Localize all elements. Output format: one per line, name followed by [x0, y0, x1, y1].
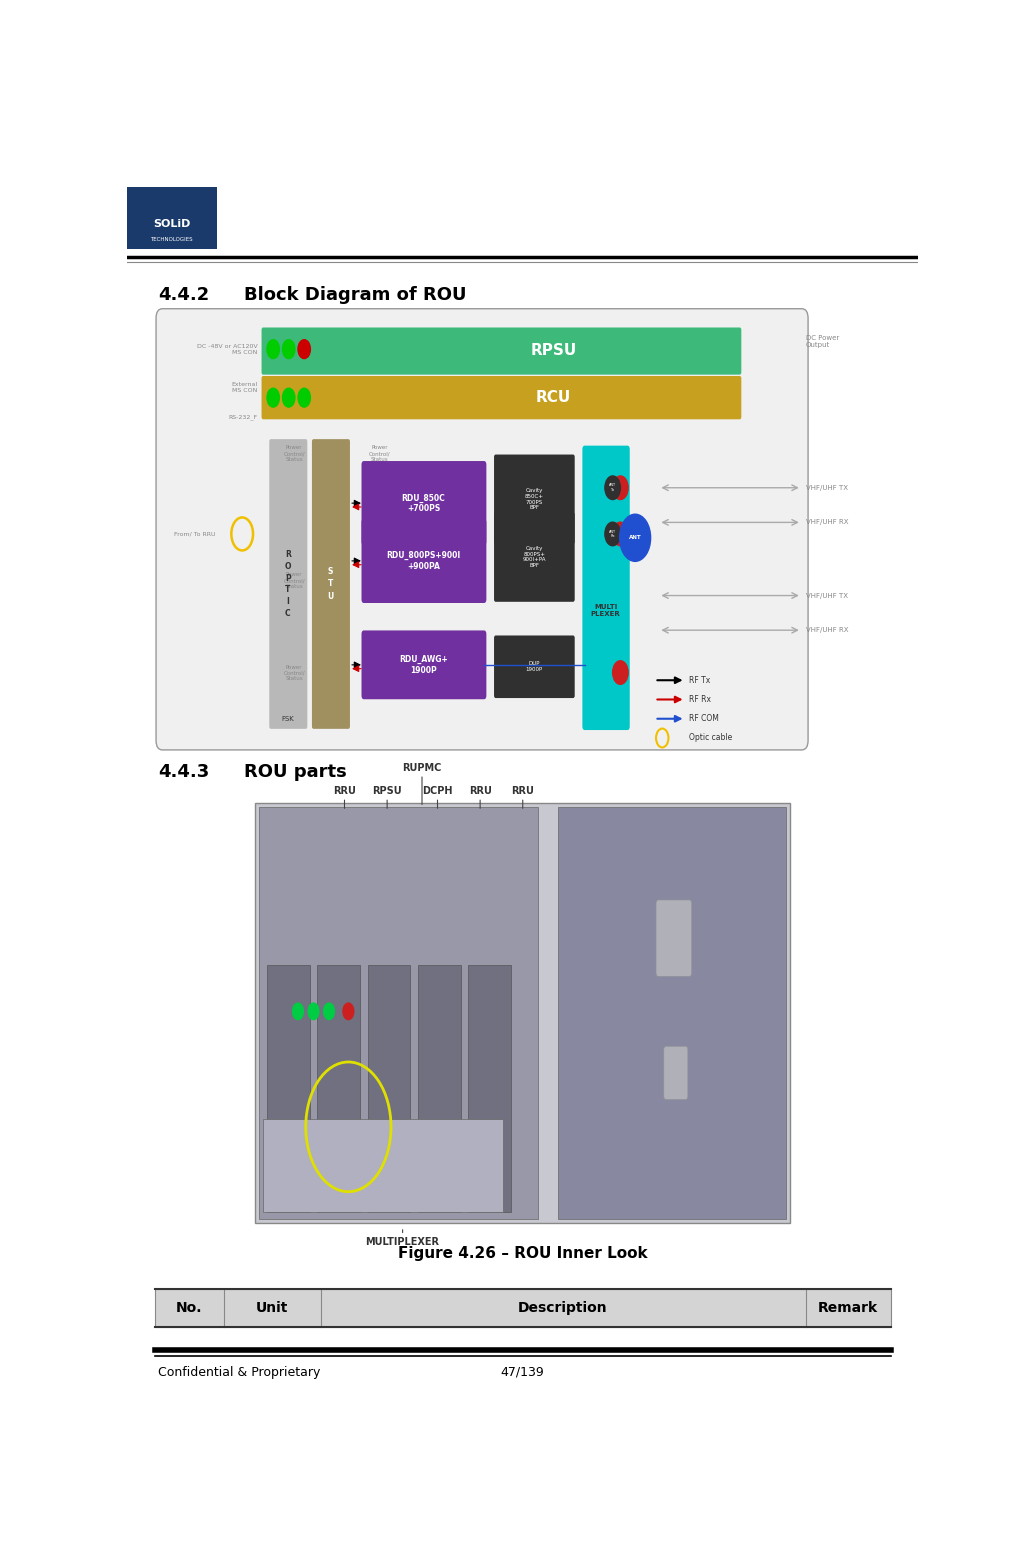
- Circle shape: [323, 1003, 334, 1020]
- FancyBboxPatch shape: [317, 965, 360, 1212]
- Text: DCPH: DCPH: [422, 786, 452, 795]
- Text: ANT
Rx: ANT Rx: [608, 530, 615, 539]
- Circle shape: [308, 1003, 319, 1020]
- FancyBboxPatch shape: [312, 439, 350, 729]
- Text: VHF/UHF RX: VHF/UHF RX: [805, 520, 847, 525]
- Text: Power
Control/
Status: Power Control/ Status: [283, 445, 305, 462]
- Text: RCU: RCU: [536, 390, 571, 405]
- Circle shape: [282, 339, 294, 359]
- Text: SOLiD: SOLiD: [153, 219, 191, 228]
- Circle shape: [282, 389, 294, 408]
- FancyBboxPatch shape: [155, 1289, 890, 1328]
- Text: Unit: Unit: [256, 1301, 288, 1315]
- Circle shape: [267, 389, 279, 408]
- FancyBboxPatch shape: [261, 328, 741, 375]
- Text: ANT
Tx: ANT Tx: [608, 484, 615, 492]
- Text: Power
Control/
Status: Power Control/ Status: [368, 445, 390, 462]
- Text: R
O
P
T
I
C: R O P T I C: [284, 550, 290, 619]
- Text: Cavity
800PS+
900I+PA
BPF: Cavity 800PS+ 900I+PA BPF: [522, 545, 545, 569]
- Text: S
T
U: S T U: [327, 567, 333, 601]
- Circle shape: [612, 522, 628, 545]
- FancyBboxPatch shape: [269, 439, 307, 729]
- Text: DC -48V or AC120V
MS CON: DC -48V or AC120V MS CON: [197, 344, 258, 355]
- Text: Power
Control/
Status: Power Control/ Status: [283, 572, 305, 589]
- Text: ROU parts: ROU parts: [244, 764, 346, 781]
- FancyBboxPatch shape: [493, 636, 574, 698]
- Text: VHF/UHF RX: VHF/UHF RX: [805, 628, 847, 633]
- FancyBboxPatch shape: [255, 803, 790, 1223]
- FancyBboxPatch shape: [663, 1047, 687, 1100]
- Text: RDU_850C
+700PS: RDU_850C +700PS: [401, 494, 445, 512]
- Text: VHF/UHF TX: VHF/UHF TX: [805, 484, 847, 490]
- Text: Figure 4.26 – ROU Inner Look: Figure 4.26 – ROU Inner Look: [397, 1246, 647, 1261]
- FancyBboxPatch shape: [361, 519, 486, 603]
- FancyBboxPatch shape: [418, 965, 461, 1212]
- FancyBboxPatch shape: [259, 808, 538, 1220]
- Text: Power
Control/
Status: Power Control/ Status: [283, 665, 305, 681]
- Circle shape: [619, 514, 650, 561]
- Text: Cavity
850C+
700PS
BPF: Cavity 850C+ 700PS BPF: [525, 487, 543, 511]
- FancyBboxPatch shape: [261, 376, 741, 419]
- Circle shape: [298, 389, 310, 408]
- FancyBboxPatch shape: [557, 808, 786, 1220]
- Text: RPSU: RPSU: [372, 786, 401, 795]
- Circle shape: [267, 339, 279, 359]
- Text: RF Tx: RF Tx: [689, 676, 710, 684]
- FancyBboxPatch shape: [263, 1118, 503, 1212]
- Circle shape: [604, 522, 620, 545]
- Text: FSK: FSK: [281, 715, 294, 722]
- Text: RRU: RRU: [511, 786, 534, 795]
- FancyBboxPatch shape: [361, 461, 486, 545]
- Text: RF COM: RF COM: [689, 714, 718, 723]
- Text: DUP
1900P: DUP 1900P: [525, 661, 542, 672]
- Circle shape: [604, 476, 620, 500]
- Text: MULTI
PLEXER: MULTI PLEXER: [590, 604, 620, 617]
- Text: RRU: RRU: [468, 786, 491, 795]
- Text: Description: Description: [518, 1301, 607, 1315]
- Circle shape: [292, 1003, 303, 1020]
- Text: VHF/UHF TX: VHF/UHF TX: [805, 592, 847, 598]
- FancyBboxPatch shape: [493, 455, 574, 544]
- Circle shape: [612, 661, 628, 684]
- FancyBboxPatch shape: [267, 965, 310, 1212]
- Text: RF Rx: RF Rx: [689, 695, 710, 704]
- Text: From/ To RRU: From/ To RRU: [174, 531, 215, 536]
- Text: DC Power
Output: DC Power Output: [805, 334, 838, 348]
- FancyBboxPatch shape: [127, 187, 216, 248]
- FancyBboxPatch shape: [468, 965, 511, 1212]
- Text: Remark: Remark: [817, 1301, 877, 1315]
- Circle shape: [298, 339, 310, 359]
- Text: External
MS CON: External MS CON: [231, 383, 258, 394]
- Circle shape: [342, 1003, 354, 1020]
- Text: RUPMC: RUPMC: [401, 762, 441, 773]
- Text: RRU: RRU: [333, 786, 356, 795]
- Circle shape: [612, 476, 628, 500]
- Text: No.: No.: [176, 1301, 203, 1315]
- Text: RDU_AWG+
1900P: RDU_AWG+ 1900P: [398, 654, 447, 675]
- Text: RPSU: RPSU: [530, 344, 577, 358]
- Text: RS-232_F: RS-232_F: [228, 414, 258, 420]
- Text: Confidential & Proprietary: Confidential & Proprietary: [158, 1365, 321, 1379]
- FancyBboxPatch shape: [493, 512, 574, 601]
- Text: 4.4.3: 4.4.3: [158, 764, 210, 781]
- FancyBboxPatch shape: [361, 631, 486, 700]
- Text: Optic cable: Optic cable: [689, 734, 732, 742]
- FancyBboxPatch shape: [368, 965, 410, 1212]
- Text: 47/139: 47/139: [500, 1365, 544, 1379]
- Text: MULTIPLEXER: MULTIPLEXER: [365, 1237, 439, 1246]
- Text: Block Diagram of ROU: Block Diagram of ROU: [244, 286, 466, 305]
- Text: 4.4.2: 4.4.2: [158, 286, 210, 305]
- Text: TECHNOLOGIES: TECHNOLOGIES: [150, 237, 193, 242]
- FancyBboxPatch shape: [655, 900, 691, 976]
- Text: RDU_800PS+900I
+900PA: RDU_800PS+900I +900PA: [386, 551, 461, 570]
- FancyBboxPatch shape: [582, 445, 629, 729]
- FancyBboxPatch shape: [156, 309, 807, 750]
- Text: ANT: ANT: [628, 536, 641, 540]
